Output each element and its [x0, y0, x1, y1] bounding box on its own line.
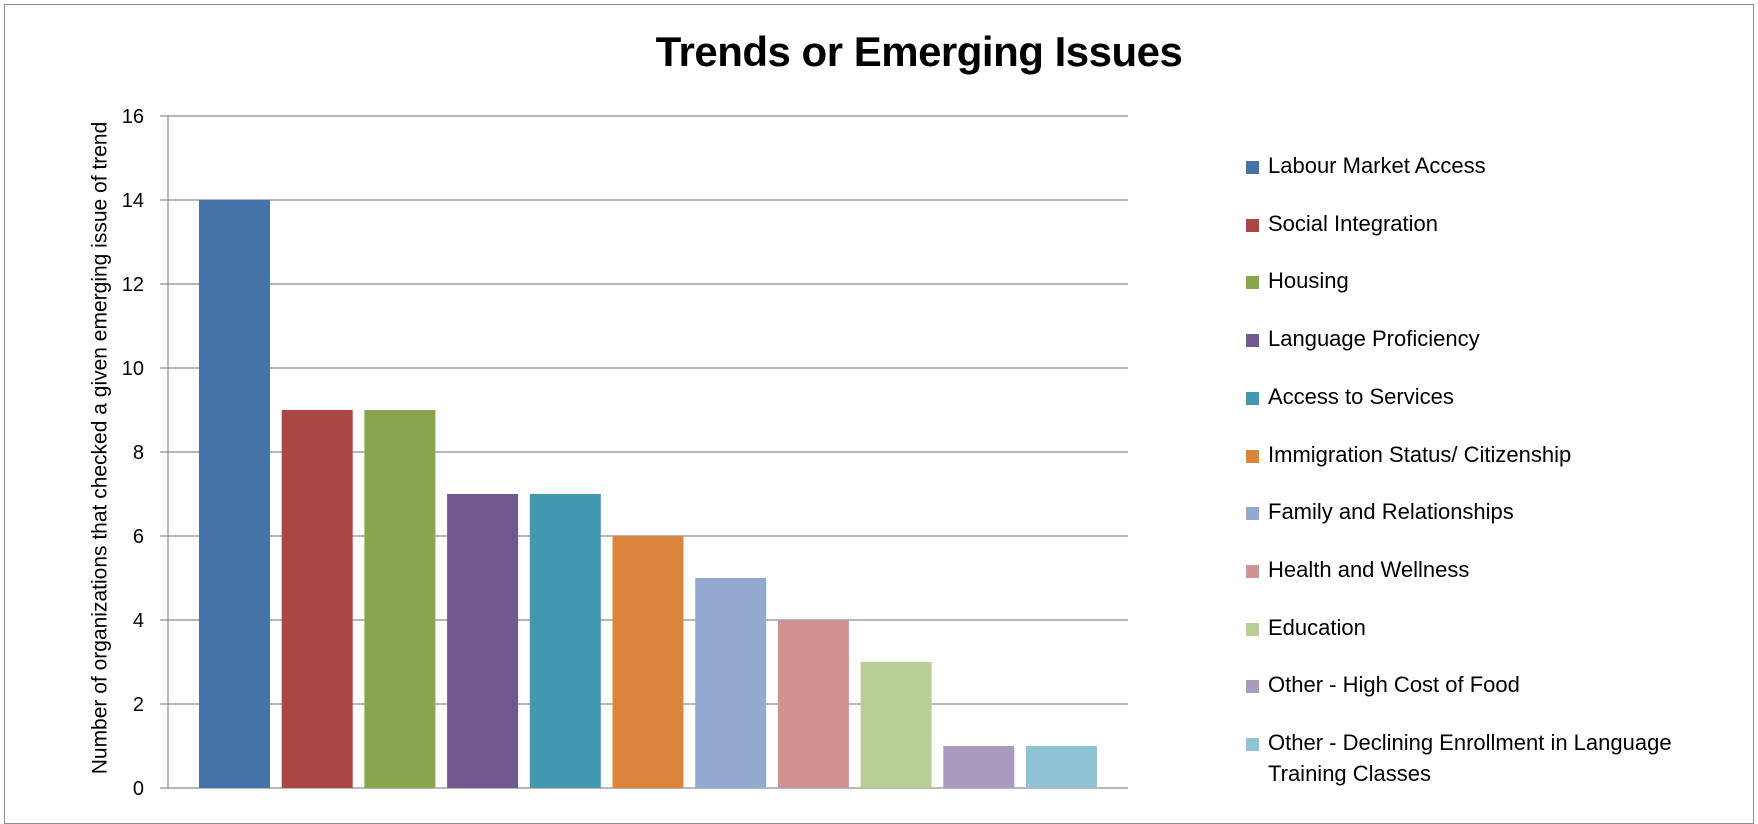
bar [364, 410, 436, 788]
bar [777, 620, 849, 788]
legend-label: Education [1268, 614, 1366, 640]
legend-label: Language Proficiency [1268, 326, 1480, 352]
legend-swatch [1246, 738, 1259, 751]
legend-swatch [1246, 507, 1259, 521]
legend-label: Other - Declining Enrollment in Language… [1268, 730, 1672, 786]
y-tick-label: 10 [122, 358, 144, 380]
bar [529, 494, 601, 788]
y-tick-label: 12 [122, 274, 144, 296]
y-tick-label: 4 [133, 610, 144, 632]
bar [447, 494, 519, 788]
y-axis-label: Number of organizations that checked a g… [88, 121, 112, 775]
legend-label: Health and Wellness [1268, 556, 1470, 582]
bar [943, 746, 1015, 788]
y-tick-label: 8 [133, 442, 144, 464]
legend-label: Other - High Cost of Food [1268, 672, 1520, 698]
legend-swatch [1246, 218, 1259, 232]
bar [1026, 746, 1097, 788]
bar [199, 200, 270, 788]
y-tick-label: 0 [133, 778, 144, 800]
y-tick-label: 14 [122, 190, 144, 212]
y-tick-label: 16 [122, 106, 144, 128]
legend-swatch [1246, 680, 1259, 694]
legend-swatch [1246, 161, 1259, 174]
bar [281, 410, 353, 788]
legend-label: Access to Services [1268, 383, 1454, 409]
bar [612, 536, 684, 788]
bar [860, 662, 932, 788]
legend-label: Labour Market Access [1268, 153, 1486, 178]
chart-title: Trends or Emerging Issues [655, 28, 1183, 75]
bar [695, 578, 767, 788]
legend-swatch [1246, 622, 1259, 636]
legend-swatch [1246, 276, 1259, 290]
legend-swatch [1246, 391, 1259, 405]
legend-swatch [1246, 449, 1259, 463]
legend-label: Family and Relationships [1268, 499, 1514, 525]
legend-swatch [1246, 334, 1259, 348]
y-tick-label: 6 [133, 526, 144, 548]
legend-label: Housing [1268, 268, 1349, 294]
legend-label: Social Integration [1268, 210, 1438, 236]
y-tick-label: 2 [133, 694, 144, 716]
legend-swatch [1246, 564, 1259, 578]
legend-label: Immigration Status/ Citizenship [1268, 441, 1572, 467]
